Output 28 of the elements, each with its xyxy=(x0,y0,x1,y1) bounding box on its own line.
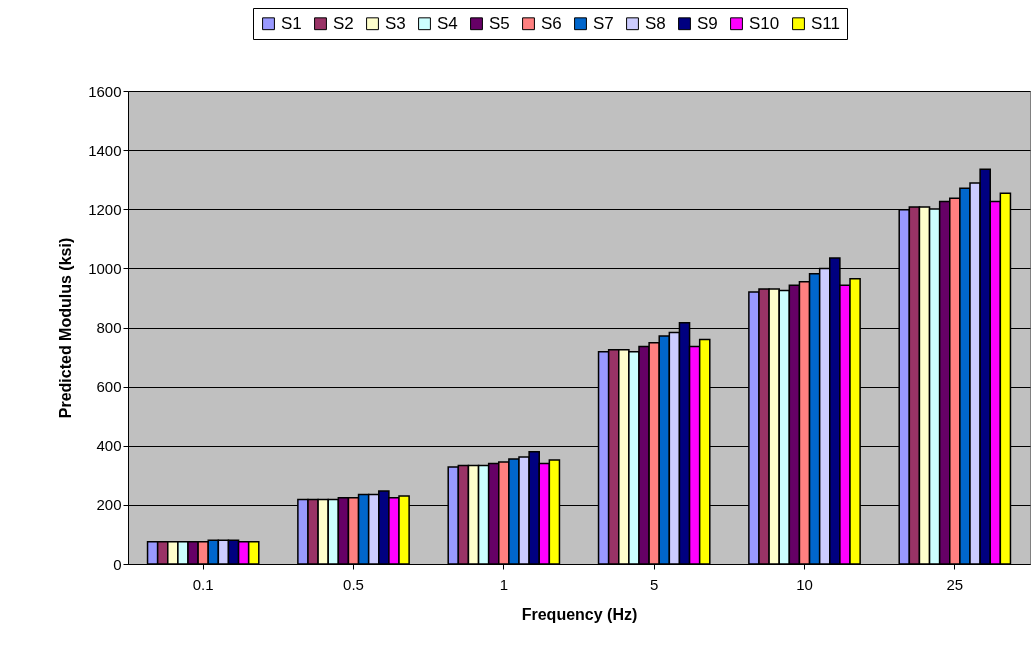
y-tick-label: 0 xyxy=(113,555,122,573)
legend-label: S11 xyxy=(811,13,840,33)
x-tick-label: 1 xyxy=(499,575,509,593)
x-axis-title: Frequency (Hz) xyxy=(521,605,638,623)
y-axis-title: Predicted Modulus (ksi) xyxy=(57,237,75,419)
y-tick-label: 1600 xyxy=(88,82,122,100)
y-tick-label: 1400 xyxy=(88,141,122,159)
y-tick-label: 400 xyxy=(96,437,122,455)
legend-label: S1 xyxy=(281,13,302,33)
y-tick-label: 1200 xyxy=(88,200,122,218)
legend-label: S6 xyxy=(541,13,562,33)
legend-label: S2 xyxy=(333,13,354,33)
x-tick-label: 25 xyxy=(946,575,964,593)
legend-label: S10 xyxy=(749,13,780,33)
legend-label: S7 xyxy=(593,13,614,33)
legend-label: S9 xyxy=(697,13,718,33)
legend-label: S4 xyxy=(437,13,458,33)
x-tick-label: 0.5 xyxy=(343,575,364,593)
x-tick-label: 5 xyxy=(649,575,659,593)
x-tick-label: 10 xyxy=(796,575,813,593)
y-tick-label: 800 xyxy=(96,319,122,336)
y-tick-label: 600 xyxy=(96,378,122,396)
legend-label: S3 xyxy=(385,13,406,33)
legend-label: S8 xyxy=(645,13,666,33)
y-tick-label: 1000 xyxy=(88,259,122,277)
legend-label: S5 xyxy=(489,13,510,33)
x-tick-label: 0.1 xyxy=(192,575,214,593)
y-tick-label: 200 xyxy=(96,496,122,514)
